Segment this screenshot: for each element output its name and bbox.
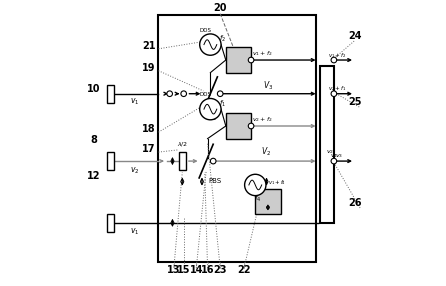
Circle shape (217, 91, 223, 96)
Text: $v_2+f_2$: $v_2+f_2$ (252, 116, 273, 124)
Text: $v_2$: $v_2$ (326, 148, 334, 156)
Text: 24: 24 (348, 31, 362, 41)
Circle shape (244, 174, 266, 196)
Text: $v_1$: $v_1$ (130, 227, 139, 237)
Text: 25: 25 (348, 97, 362, 107)
Text: $v_3$: $v_3$ (335, 152, 343, 160)
Bar (179, 152, 186, 170)
Text: DDS: DDS (200, 28, 212, 33)
Text: 26: 26 (348, 198, 362, 208)
Circle shape (200, 98, 221, 120)
Text: $v_2+f_1$: $v_2+f_1$ (328, 84, 347, 93)
Bar (226, 113, 251, 139)
Text: $V_2$: $V_2$ (261, 146, 272, 158)
Text: 17: 17 (142, 144, 155, 154)
Text: $f_1$: $f_1$ (219, 99, 226, 109)
Bar (158, 15, 316, 262)
Text: $v_4=v_1+f_4$: $v_4=v_1+f_4$ (256, 178, 285, 187)
Text: $v_4$: $v_4$ (330, 152, 339, 160)
Text: 12: 12 (87, 171, 101, 181)
Text: $f_2$: $f_2$ (219, 34, 226, 44)
Bar (107, 152, 114, 170)
Text: 15: 15 (177, 265, 190, 275)
Circle shape (181, 91, 186, 96)
Circle shape (200, 34, 221, 55)
Text: 22: 22 (237, 265, 251, 275)
Text: $v_2$: $v_2$ (130, 165, 139, 176)
Bar (255, 189, 281, 214)
Text: 10: 10 (87, 84, 101, 94)
Circle shape (331, 91, 337, 96)
Circle shape (211, 158, 216, 164)
Text: $V_3$: $V_3$ (263, 79, 273, 92)
Text: $f_4$: $f_4$ (254, 193, 262, 204)
Bar (107, 85, 114, 103)
Text: 18: 18 (142, 124, 155, 134)
Text: 19: 19 (142, 63, 155, 73)
Bar (320, 66, 334, 223)
Text: $v_1$: $v_1$ (130, 97, 139, 107)
Circle shape (331, 158, 337, 164)
Text: 23: 23 (214, 265, 227, 275)
Text: BS: BS (207, 115, 216, 121)
Circle shape (248, 57, 254, 63)
Text: $v_1+f_2$: $v_1+f_2$ (328, 51, 347, 59)
Text: 14: 14 (190, 265, 203, 275)
Text: $v_1+f_2$: $v_1+f_2$ (252, 49, 273, 58)
Circle shape (167, 91, 173, 96)
Text: 13: 13 (167, 265, 181, 275)
Text: $\lambda/2$: $\lambda/2$ (177, 140, 188, 148)
Text: 20: 20 (214, 3, 227, 13)
Text: DDS: DDS (200, 92, 212, 97)
Text: 16: 16 (201, 265, 215, 275)
Text: PBS: PBS (208, 178, 222, 184)
Bar (226, 47, 251, 73)
Bar (107, 214, 114, 232)
Circle shape (248, 123, 254, 129)
Circle shape (331, 57, 337, 63)
Text: 8: 8 (91, 135, 97, 145)
Text: 21: 21 (142, 41, 155, 51)
